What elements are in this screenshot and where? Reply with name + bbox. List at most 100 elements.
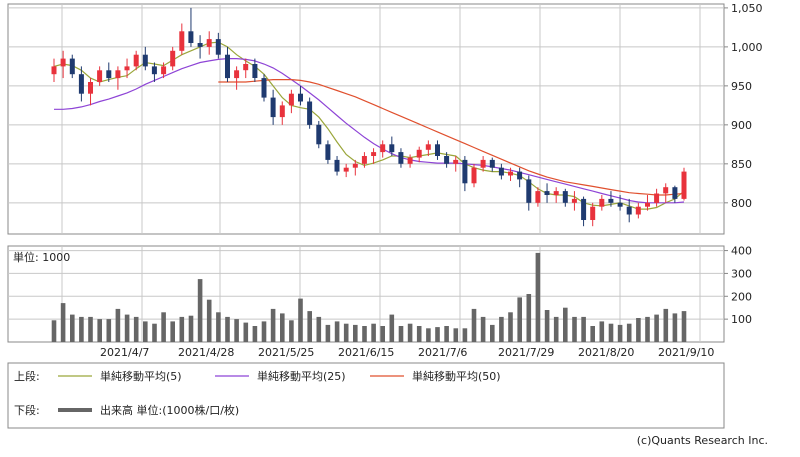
candle [416,146,422,163]
price-tick-label: 850 [731,158,752,171]
volume-bar [416,326,422,342]
candle-body [663,187,669,194]
volume-bar [51,320,57,342]
candle [225,46,230,82]
volume-bar [280,313,285,342]
candle [371,148,377,164]
candle-body [298,93,303,102]
volume-bar [298,298,303,342]
volume-bar [672,313,678,342]
volume-bar [681,311,687,342]
candle [544,183,550,203]
candle-body [599,198,605,207]
candle-body [270,97,276,118]
candle-body [243,64,249,71]
volume-bar [553,316,559,342]
candle-body [188,31,194,43]
candle [261,74,267,102]
candle [106,62,112,82]
candle-body [170,50,176,67]
date-tick-label: 2021/4/7 [100,346,149,359]
candle-body [398,152,404,164]
volume-bar [435,327,440,342]
candle-body [307,101,313,125]
candle-body [480,159,486,168]
volume-bar [517,297,522,342]
candle-body [343,167,349,172]
candle [170,46,176,71]
candle [562,188,568,207]
legend-upper-label: 上段: [14,369,40,383]
candle-body [590,206,596,220]
volume-bar [590,326,595,342]
candle-body [142,54,148,67]
volume-bar [188,315,194,342]
candle-body [681,171,687,199]
candle-body [225,54,230,79]
volume-bar [380,326,385,342]
volume-bar [60,303,66,342]
candle [97,66,103,86]
candle-body [316,124,322,145]
candle [188,7,194,47]
candle-body [279,105,285,118]
volume-bar [234,319,239,342]
candle-body [544,191,550,195]
candle [462,156,468,192]
candle [252,58,258,82]
legend-ma-label: 単純移動平均(5) [100,369,182,383]
volume-bar [133,316,139,342]
price-tick-label: 1,000 [731,41,763,54]
volume-bar [654,314,659,342]
candle-body [179,31,185,51]
candlesticks [51,7,687,227]
volume-bar [499,316,504,342]
volume-bar [270,308,276,342]
candle [444,152,450,168]
candle-body [206,39,212,47]
volume-bar [343,323,349,342]
date-tick-label: 2021/6/15 [338,346,394,359]
candle-body [69,58,75,75]
volume-axis: 100 200 300 400 [724,245,752,326]
candle-body [325,144,331,160]
candle-body [553,191,559,195]
candle [526,175,532,211]
ma-line [53,41,685,210]
candle [508,167,513,181]
volume-bar [197,279,203,342]
candle-body [453,159,459,164]
candle [307,97,313,129]
candle [380,140,386,158]
candle [60,50,66,79]
candle-body [261,78,267,98]
volume-bar [124,314,130,342]
candle-body [672,187,678,199]
volume-unit-label: 単位: 1000 [13,250,70,264]
volume-bar [143,321,148,342]
price-tick-label: 950 [731,80,752,93]
volume-bar [325,324,331,342]
candle [517,167,523,188]
candle [151,62,157,82]
candle-body [133,54,139,67]
candle [69,54,75,79]
volume-bar [371,323,376,342]
candle [78,66,84,102]
price-axis: 800 850 900 950 1,000 1,050 [724,2,763,210]
candle [325,140,331,164]
legend-ma-label: 単純移動平均(50) [412,369,501,383]
candle-body [645,202,650,207]
candle [215,32,221,59]
volume-tick-label: 100 [731,313,752,326]
candle-body [498,167,504,176]
volume-bar [617,324,623,342]
volume-bar [261,321,267,342]
candle [179,23,185,55]
candle [334,156,340,176]
ma-line [218,79,685,196]
candle [635,202,641,219]
volume-bar [490,324,495,342]
volume-bar [471,308,477,342]
volume-bar [626,323,632,342]
